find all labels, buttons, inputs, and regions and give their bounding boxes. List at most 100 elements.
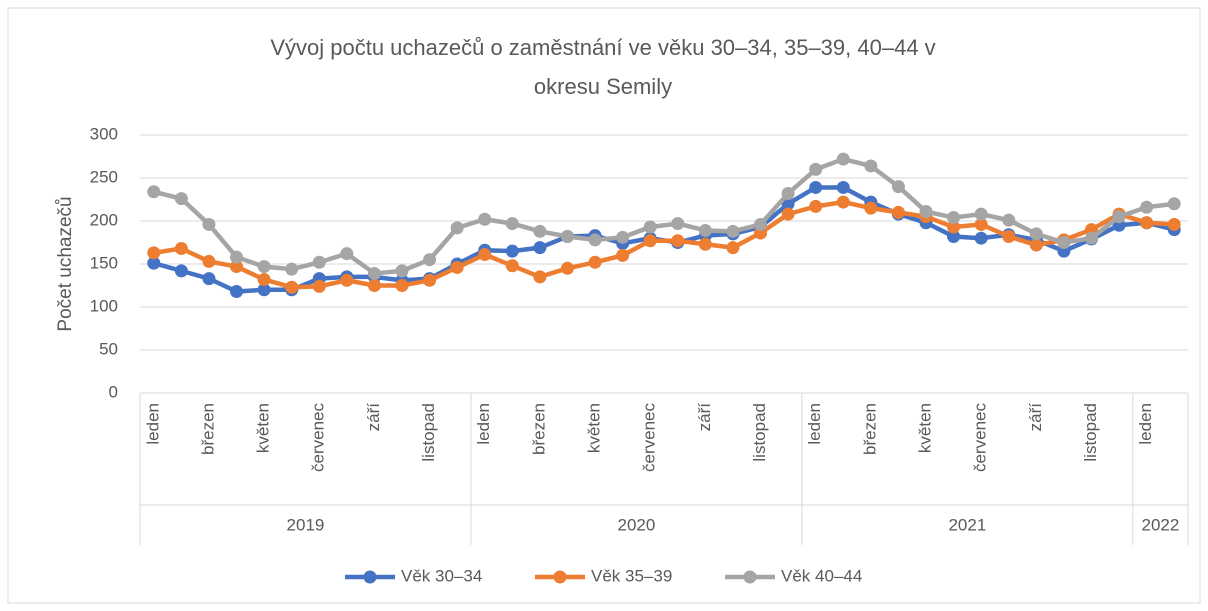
- y-tick-label: 100: [90, 296, 118, 315]
- series-marker: [836, 180, 850, 194]
- series-marker: [588, 255, 602, 269]
- x-tick-label: květen: [915, 403, 934, 453]
- series-marker: [395, 279, 409, 292]
- series-marker: [367, 279, 381, 292]
- series-marker: [533, 241, 547, 255]
- series-marker: [1029, 227, 1043, 241]
- series-marker: [974, 217, 988, 231]
- series-marker: [864, 201, 878, 215]
- series-marker: [312, 255, 326, 269]
- series-marker: [560, 229, 574, 243]
- series-marker: [671, 234, 685, 248]
- series-marker: [147, 185, 161, 199]
- series-marker: [257, 272, 271, 286]
- series-marker: [726, 224, 740, 238]
- series-marker: [809, 162, 823, 176]
- series-marker: [947, 229, 961, 243]
- series-marker: [423, 273, 437, 287]
- series-marker: [616, 230, 630, 244]
- y-tick-label: 200: [90, 210, 118, 229]
- series-marker: [450, 221, 464, 235]
- legend-label: Věk 30–34: [401, 566, 482, 585]
- year-label: 2020: [618, 515, 656, 534]
- series-marker: [505, 244, 519, 258]
- legend-marker: [743, 570, 757, 584]
- series-marker: [450, 260, 464, 274]
- series-marker: [781, 186, 795, 200]
- series-marker: [891, 205, 905, 219]
- y-axis-label: Počet uchazečů: [55, 196, 76, 331]
- series-marker: [643, 220, 657, 234]
- legend-label: Věk 40–44: [781, 566, 862, 585]
- series-marker: [1057, 236, 1071, 249]
- series-marker: [947, 211, 961, 225]
- series-marker: [726, 241, 740, 255]
- legend-marker: [363, 570, 377, 584]
- chart-title: Vývoj počtu uchazečů o zaměstnání ve věk…: [270, 35, 936, 99]
- x-tick-label: leden: [805, 403, 824, 445]
- year-label: 2021: [948, 515, 986, 534]
- chart-border: [7, 7, 1201, 604]
- x-tick-label: červenec: [640, 403, 659, 472]
- series-marker: [174, 264, 188, 278]
- series-marker: [533, 224, 547, 238]
- series-marker: [809, 199, 823, 213]
- series-marker: [340, 247, 354, 261]
- series-marker: [836, 195, 850, 209]
- series-marker: [202, 254, 216, 268]
- series-marker: [1084, 231, 1098, 245]
- series-marker: [285, 262, 299, 276]
- series-marker: [202, 217, 216, 231]
- series-marker: [285, 280, 299, 294]
- x-tick-label: červenec: [309, 403, 328, 472]
- series-marker: [891, 180, 905, 194]
- x-tick-label: červenec: [971, 403, 990, 472]
- series-marker: [340, 273, 354, 287]
- series-marker: [367, 266, 381, 280]
- series-marker: [1167, 197, 1181, 211]
- series-marker: [257, 260, 271, 274]
- x-tick-label: březen: [529, 403, 548, 455]
- series-marker: [174, 242, 188, 256]
- series-marker: [312, 279, 326, 293]
- series-marker: [395, 264, 409, 278]
- series-marker: [1167, 217, 1181, 231]
- series-marker: [1140, 216, 1154, 230]
- series-marker: [919, 205, 933, 219]
- series-marker: [974, 231, 988, 245]
- series-marker: [560, 261, 574, 275]
- series-marker: [230, 285, 244, 299]
- series-marker: [643, 234, 657, 248]
- legend-marker: [553, 570, 567, 584]
- series-marker: [478, 248, 492, 262]
- series-marker: [836, 152, 850, 166]
- x-tick-label: listopad: [419, 403, 438, 462]
- series-marker: [671, 217, 685, 231]
- series-marker: [505, 259, 519, 273]
- y-tick-label: 300: [90, 124, 118, 143]
- y-tick-label: 0: [109, 382, 118, 401]
- year-label: 2022: [1142, 515, 1180, 534]
- series-marker: [1002, 229, 1016, 243]
- x-tick-label: květen: [254, 403, 273, 453]
- series-marker: [478, 212, 492, 226]
- series-marker: [781, 207, 795, 221]
- series-marker: [423, 253, 437, 267]
- series-marker: [781, 197, 795, 211]
- series-marker: [505, 217, 519, 231]
- year-label: 2019: [287, 515, 325, 534]
- series-marker: [698, 237, 712, 251]
- series-marker: [809, 180, 823, 194]
- series-marker: [1029, 238, 1043, 252]
- x-tick-label: listopad: [750, 403, 769, 462]
- series-marker: [202, 272, 216, 286]
- series-marker: [257, 283, 271, 297]
- x-tick-label: leden: [143, 403, 162, 445]
- x-tick-label: září: [364, 403, 383, 432]
- series-marker: [974, 207, 988, 221]
- y-tick-label: 150: [90, 253, 118, 272]
- series-marker: [230, 250, 244, 264]
- x-tick-label: září: [695, 403, 714, 432]
